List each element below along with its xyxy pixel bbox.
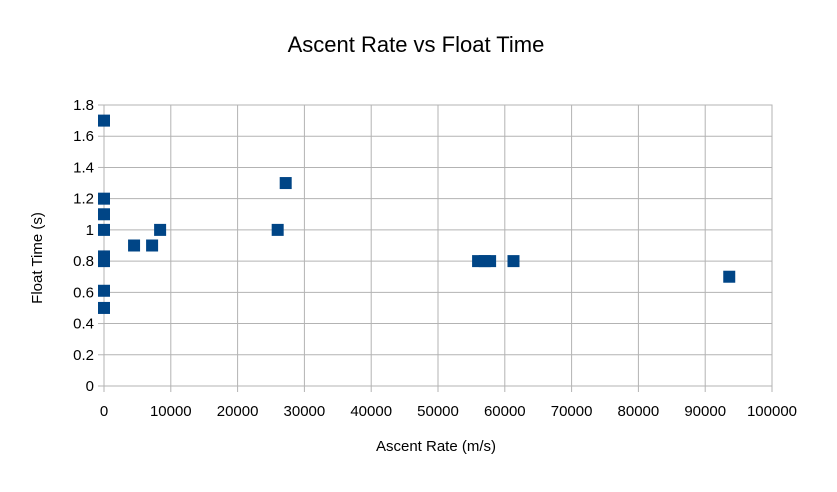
data-point [98,284,110,297]
data-point [279,177,292,190]
data-point [98,114,110,127]
data-point [98,255,110,268]
x-tick-label: 50000 [417,403,459,420]
data-point [98,208,110,221]
y-tick-label: 1.4 [73,159,94,176]
y-tick-label: 0.2 [73,347,94,364]
x-axis-label: Ascent Rate (m/s) [376,438,496,455]
y-tick-labels: 0 0.2 0.4 0.6 0.8 1 1.2 1.4 1.6 1.8 [73,97,94,395]
y-tick-label: 0 [86,378,94,395]
x-tick-label: 30000 [284,403,326,420]
y-tick-label: 0.4 [73,316,94,333]
x-tick-label: 70000 [551,403,593,420]
plot-area-border [103,104,773,387]
y-axis-label: Float Time (s) [29,212,46,304]
data-point [98,223,110,236]
x-tick-label: 10000 [150,403,192,420]
x-tick-label: 40000 [350,403,392,420]
x-tick-label: 0 [100,403,108,420]
data-point [507,255,520,268]
data-point [271,223,284,236]
gridlines [103,104,773,387]
axes [98,104,773,392]
data-point [723,270,736,283]
data-point [98,301,110,314]
data-point [98,192,110,205]
data-point [146,239,159,252]
data-points [98,114,736,314]
y-tick-label: 0.8 [73,253,94,270]
y-tick-label: 1.6 [73,128,94,145]
y-tick-label: 1.8 [73,97,94,114]
x-tick-label: 80000 [618,403,660,420]
y-tick-label: 0.6 [73,284,94,301]
chart-title: Ascent Rate vs Float Time [288,32,545,57]
x-tick-label: 60000 [484,403,526,420]
x-tick-labels: 0 10000 20000 30000 40000 50000 60000 70000 8000… [100,403,797,420]
x-tick-label: 90000 [684,403,726,420]
data-point [128,239,141,252]
x-tick-label: 100000 [747,403,797,420]
y-tick-label: 1 [86,222,94,239]
data-point [484,255,497,268]
x-tick-label: 20000 [217,403,259,420]
data-point [154,223,167,236]
y-tick-label: 1.2 [73,191,94,208]
